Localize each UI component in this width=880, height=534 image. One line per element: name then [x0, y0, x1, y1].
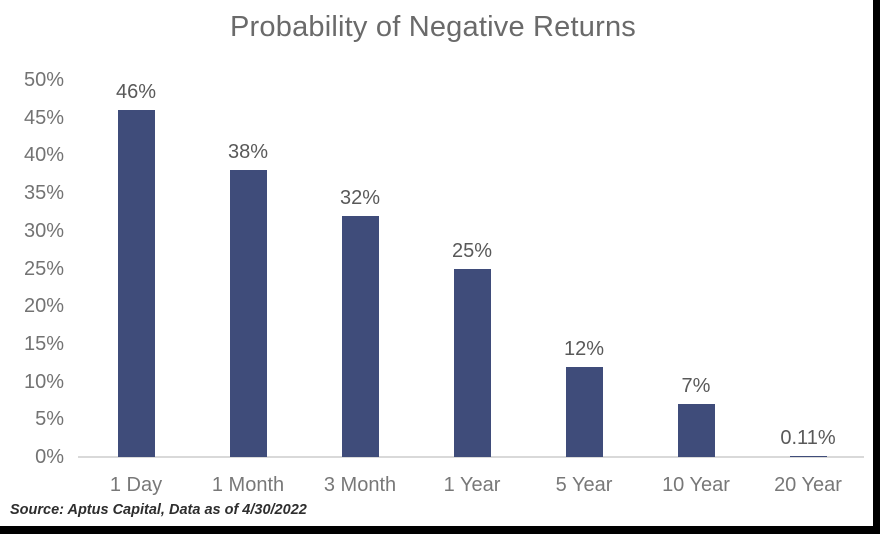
bar-value-label: 0.11%: [780, 427, 836, 450]
y-axis-tick-label: 45%: [23, 106, 64, 129]
y-axis-tick-label: 10%: [23, 370, 64, 393]
x-axis-category-label: 1 Year: [443, 474, 501, 496]
bar: [341, 215, 379, 457]
y-axis-tick-label: 25%: [23, 257, 64, 280]
y-axis-tick-label: 5%: [35, 408, 64, 431]
y-axis-tick-label: 50%: [23, 69, 64, 91]
x-axis-category-label: 3 Month: [323, 474, 397, 496]
bar-value-label: 25%: [451, 239, 493, 262]
x-axis-category-label: 5 Year: [555, 474, 613, 496]
x-axis-category-label: 1 Day: [109, 474, 163, 496]
bar-value-label: 7%: [681, 375, 711, 398]
y-axis-tick-label: 0%: [35, 446, 64, 468]
y-axis-tick-label: 15%: [23, 332, 64, 355]
x-axis-line: [78, 456, 864, 458]
bar: [117, 110, 155, 457]
y-axis-tick-label: 35%: [23, 182, 64, 205]
x-axis-category-label: 1 Month: [211, 474, 285, 496]
bar: [789, 456, 827, 457]
bar: [677, 404, 715, 457]
bar-value-label: 32%: [339, 186, 381, 209]
bar: [229, 170, 267, 457]
x-axis-category-label: 10 Year: [662, 474, 730, 496]
y-axis-tick-label: 20%: [23, 295, 64, 318]
bar-value-label: 12%: [563, 337, 605, 360]
x-axis-category-label: 20 Year: [774, 474, 842, 496]
bar-value-label: 38%: [227, 141, 269, 164]
y-axis-tick-label: 30%: [23, 219, 64, 242]
bar-chart-plot-area: 50% 45% 40% 35% 30% 25% 20% 15% 10% 5% 0% 46% 1 Day 3…: [23, 69, 864, 496]
bar: [453, 268, 491, 457]
chart-title: Probability of Negative Returns: [230, 11, 636, 43]
y-axis-tick-label: 40%: [23, 144, 64, 167]
bar-value-label: 46%: [115, 81, 157, 104]
bar: [565, 366, 603, 457]
source-note: Source: Aptus Capital, Data as of 4/30/2…: [10, 502, 307, 518]
